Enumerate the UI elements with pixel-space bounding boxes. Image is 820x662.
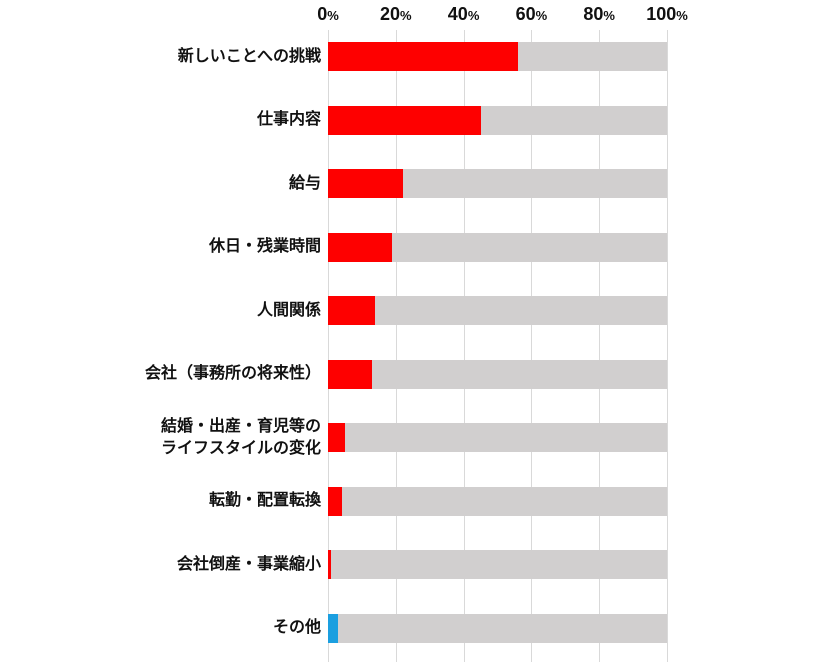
- bar-fill: [328, 486, 342, 516]
- category-label: 仕事内容: [256, 111, 321, 129]
- gridline-80: [599, 30, 601, 662]
- category-label: 給与: [288, 174, 321, 192]
- bar-track: [328, 613, 667, 643]
- bar-track: [328, 232, 667, 262]
- axis-tick-label: 100%: [646, 3, 688, 27]
- bar-fill: [328, 105, 481, 135]
- bar-fill: [328, 232, 393, 262]
- category-label: その他: [272, 619, 321, 637]
- bar-track: [328, 550, 667, 579]
- bar-fill: [328, 423, 345, 452]
- bar-track: [328, 169, 667, 198]
- gridline-40: [463, 30, 465, 662]
- tick-number: 100: [646, 4, 677, 24]
- tick-number: 60: [515, 4, 536, 24]
- tick-percent-sign: %: [327, 8, 339, 23]
- category-label: 人間関係: [256, 301, 321, 319]
- tick-number: 20: [380, 4, 401, 24]
- bar-fill: [328, 42, 518, 71]
- category-label: 会社（事務所の将来性）: [144, 365, 321, 383]
- tick-percent-sign: %: [676, 8, 688, 23]
- tick-percent-sign: %: [400, 8, 412, 23]
- category-label: 転勤・配置転換: [208, 492, 321, 510]
- gridline-0: [328, 30, 329, 662]
- axis-tick-label: 80%: [583, 3, 615, 27]
- bar-track: [328, 423, 667, 452]
- bar-fill: [328, 296, 376, 325]
- plot-area: [328, 30, 668, 662]
- bar-fill: [328, 359, 373, 389]
- tick-percent-sign: %: [603, 8, 615, 23]
- axis-tick-label: 40%: [448, 3, 480, 27]
- bar-track: [328, 359, 667, 389]
- bar-track: [328, 296, 667, 325]
- gridline-60: [531, 30, 533, 662]
- bar-fill: [328, 169, 403, 198]
- category-label: 結婚・出産・育児等の ライフスタイルの変化: [160, 417, 321, 457]
- tick-percent-sign: %: [535, 8, 548, 23]
- bar-track: [328, 486, 667, 516]
- bar-fill: [328, 613, 339, 643]
- axis-tick-label: 0%: [317, 3, 339, 27]
- tick-number: 0: [317, 4, 328, 24]
- tick-number: 80: [583, 4, 604, 24]
- tick-percent-sign: %: [467, 8, 480, 23]
- bar-track: [328, 42, 667, 71]
- category-label: 会社倒産・事業縮小: [176, 555, 321, 573]
- axis-tick-label: 60%: [516, 3, 548, 27]
- gridline-20: [395, 30, 397, 662]
- category-label: 新しいことへの挑戦: [177, 47, 321, 65]
- bar-track: [328, 105, 667, 135]
- gridline-100: [667, 30, 668, 662]
- category-label: 休日・残業時間: [208, 238, 321, 256]
- tick-number: 40: [447, 4, 468, 24]
- axis-tick-label: 20%: [380, 3, 412, 27]
- bar-fill: [328, 550, 332, 579]
